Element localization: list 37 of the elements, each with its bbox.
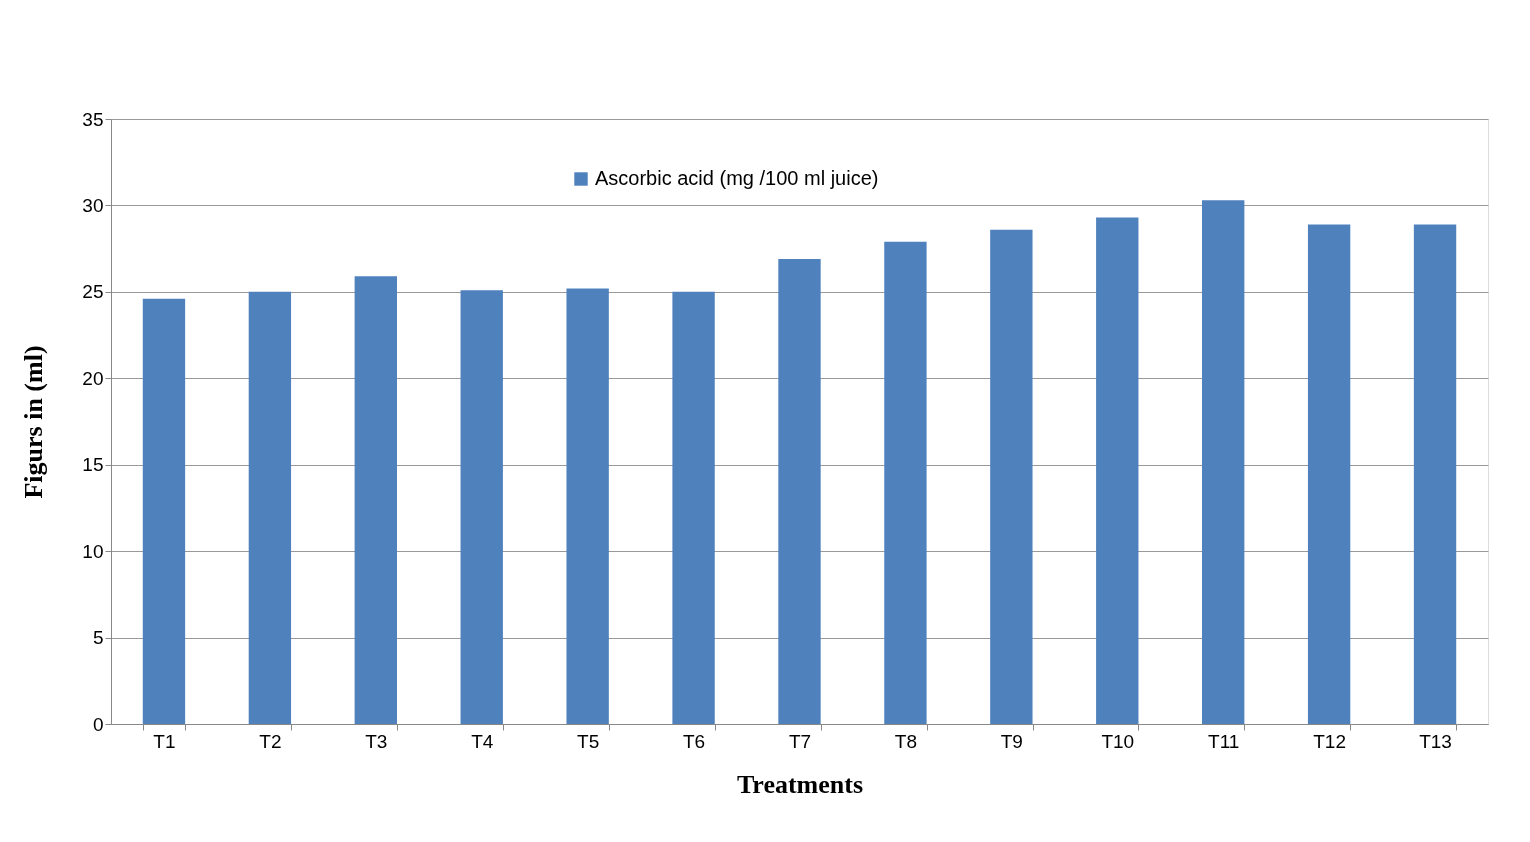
x-tick-label: T6 bbox=[682, 730, 706, 752]
bar bbox=[1096, 217, 1139, 724]
bar bbox=[566, 288, 609, 724]
x-tick-label: T13 bbox=[1419, 730, 1452, 752]
bar bbox=[1307, 224, 1351, 724]
y-axis-title: Figurs in (ml) bbox=[19, 345, 49, 499]
x-tick-label: T1 bbox=[153, 730, 176, 752]
x-tick-label: T8 bbox=[894, 730, 918, 752]
y-tick-label: 35 bbox=[82, 108, 104, 130]
x-tick-label: T4 bbox=[471, 730, 494, 752]
bar bbox=[1413, 224, 1457, 724]
x-tick-label: T10 bbox=[1101, 730, 1135, 752]
bar bbox=[1202, 200, 1245, 724]
x-tick-label: T9 bbox=[1000, 730, 1023, 752]
y-tick-label: 20 bbox=[82, 367, 104, 389]
legend-label: Ascorbic acid (mg /100 ml juice) bbox=[595, 167, 879, 189]
bar bbox=[248, 291, 292, 724]
x-tick-label: T12 bbox=[1313, 730, 1346, 752]
y-tick-label: 5 bbox=[92, 627, 104, 649]
bar bbox=[672, 291, 715, 724]
x-tick-label: T3 bbox=[365, 730, 388, 752]
bar bbox=[142, 298, 186, 724]
y-tick-label: 10 bbox=[82, 540, 104, 562]
bar bbox=[990, 229, 1033, 724]
y-tick-label: 25 bbox=[82, 281, 104, 303]
y-tick-label: 15 bbox=[82, 454, 104, 476]
x-axis-title: Treatments bbox=[736, 769, 864, 799]
y-tick-label: 0 bbox=[92, 713, 104, 735]
x-tick-label: T11 bbox=[1208, 730, 1240, 752]
bar bbox=[884, 241, 927, 724]
bar bbox=[460, 290, 503, 724]
x-tick-label: T7 bbox=[788, 730, 812, 752]
y-tick-label: 30 bbox=[82, 194, 104, 216]
x-tick-label: T5 bbox=[577, 730, 600, 752]
x-tick-label: T2 bbox=[259, 730, 282, 752]
bar bbox=[354, 276, 397, 724]
bar bbox=[778, 259, 821, 724]
